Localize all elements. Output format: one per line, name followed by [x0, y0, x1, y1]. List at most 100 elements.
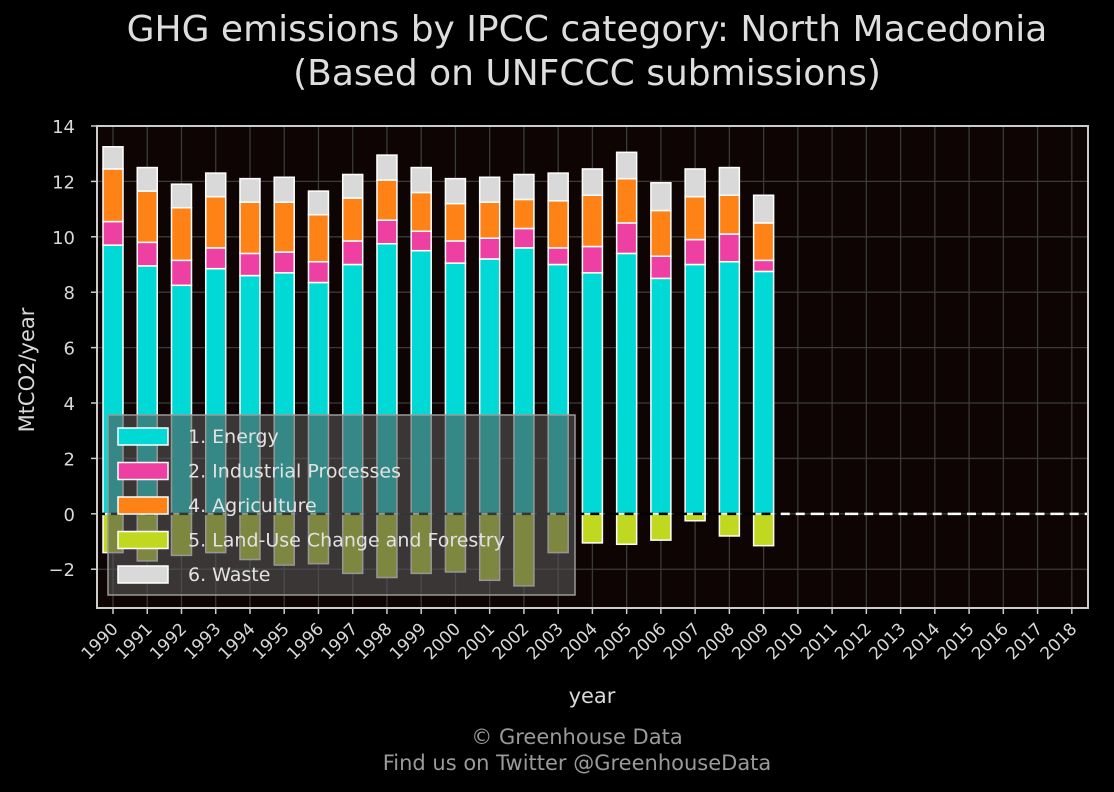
bar-landuse-2008	[718, 513, 741, 537]
legend-swatch	[117, 496, 169, 515]
legend-label: 4. Agriculture	[188, 495, 317, 517]
bar-waste-2000	[444, 177, 467, 205]
bar-waste-2005	[615, 151, 638, 180]
bar-waste-1995	[273, 176, 295, 203]
x-tick-label: 2015	[934, 619, 979, 664]
x-tick-label: 1990	[78, 619, 123, 664]
y-tick-label: 6	[64, 339, 75, 360]
bar-agriculture-1992	[170, 206, 193, 262]
bar-agriculture-2007	[684, 195, 706, 241]
bar-energy-2008	[718, 260, 741, 515]
bar-industrial-1997	[341, 240, 364, 266]
x-tick-label: 2014	[900, 619, 945, 664]
bar-waste-1997	[341, 173, 364, 199]
bar-landuse-2004	[581, 513, 604, 544]
bar-waste-2001	[478, 176, 501, 203]
x-tick-label: 1992	[146, 619, 191, 664]
bar-industrial-2006	[650, 255, 672, 280]
bar-landuse-2009	[752, 513, 775, 547]
legend-label: 5. Land-Use Change and Forestry	[188, 530, 505, 552]
bar-waste-2004	[581, 168, 604, 197]
y-tick-label: 2	[64, 449, 75, 470]
bar-waste-1991	[136, 166, 158, 192]
x-tick-label: 2000	[420, 619, 465, 664]
bar-agriculture-1990	[102, 168, 124, 223]
legend-label: 6. Waste	[188, 564, 270, 586]
bar-industrial-2003	[547, 247, 569, 266]
bar-industrial-2008	[718, 233, 741, 263]
bar-energy-2007	[684, 263, 706, 515]
x-tick-label: 2012	[831, 619, 876, 664]
bar-waste-2002	[513, 173, 535, 201]
bar-agriculture-1999	[410, 191, 432, 233]
x-tick-label: 1991	[112, 619, 157, 664]
bar-agriculture-2004	[581, 194, 604, 248]
x-axis-label: year	[569, 684, 616, 708]
bar-waste-2007	[684, 168, 706, 198]
bar-industrial-2000	[444, 240, 467, 264]
bar-waste-2009	[752, 194, 775, 224]
bar-agriculture-2000	[444, 202, 467, 242]
x-tick-label: 2007	[660, 619, 705, 664]
bar-agriculture-1991	[136, 190, 158, 244]
bar-industrial-1998	[376, 219, 398, 245]
bar-waste-2008	[718, 166, 741, 197]
bar-waste-1990	[102, 146, 124, 170]
y-tick-label: 12	[52, 172, 75, 193]
x-tick-label: 2001	[454, 619, 499, 664]
bar-waste-1999	[410, 166, 432, 194]
bar-industrial-2002	[513, 227, 535, 249]
bar-agriculture-1993	[204, 195, 227, 249]
bar-agriculture-2001	[478, 201, 501, 239]
x-tick-label: 2010	[763, 619, 808, 664]
bar-industrial-2009	[752, 259, 775, 273]
y-tick-label: 8	[64, 283, 75, 304]
x-tick-label: 1995	[249, 619, 294, 664]
bar-waste-2003	[547, 172, 569, 202]
bar-industrial-2007	[684, 238, 706, 266]
x-tick-label: 1998	[352, 619, 397, 664]
footer: © Greenhouse Data Find us on Twitter @Gr…	[0, 724, 1114, 776]
bar-industrial-2004	[581, 245, 604, 274]
x-tick-label: 2005	[591, 619, 636, 664]
y-axis-label: MtCO2/year	[15, 307, 39, 432]
bar-energy-2006	[650, 277, 672, 515]
bar-agriculture-2002	[513, 198, 535, 230]
bar-agriculture-1997	[341, 197, 364, 242]
bar-waste-1998	[376, 154, 398, 181]
bar-energy-2004	[581, 272, 604, 515]
chart-title: GHG emissions by IPCC category: North Ma…	[0, 8, 1114, 96]
x-tick-label: 2004	[557, 619, 602, 664]
bar-industrial-1996	[307, 260, 330, 284]
bar-agriculture-1996	[307, 213, 330, 263]
bar-energy-2009	[752, 270, 775, 515]
bar-industrial-1994	[239, 252, 261, 277]
y-tick-label: 10	[52, 228, 75, 249]
x-tick-label: 1997	[318, 619, 363, 664]
bar-agriculture-2009	[752, 222, 775, 262]
x-tick-label: 1996	[283, 619, 328, 664]
x-tick-label: 2008	[694, 619, 739, 664]
twitter-text: Find us on Twitter @GreenhouseData	[382, 751, 772, 775]
y-tick-label: −2	[48, 560, 75, 581]
x-tick-label: 2003	[523, 619, 568, 664]
bar-industrial-1993	[204, 247, 227, 270]
x-tick-label: 2011	[797, 619, 842, 664]
legend-label: 2. Industrial Processes	[188, 461, 401, 483]
x-tick-label: 2016	[968, 619, 1013, 664]
chart-title-line1: GHG emissions by IPCC category: North Ma…	[126, 9, 1048, 50]
legend-label: 1. Energy	[188, 426, 279, 448]
chart-title-line2: (Based on UNFCCC submissions)	[293, 53, 881, 94]
legend-swatch	[117, 565, 169, 584]
bar-industrial-1999	[410, 230, 432, 252]
legend-swatch	[117, 530, 169, 550]
copyright-text: © Greenhouse Data	[471, 725, 683, 749]
bar-industrial-1990	[102, 220, 124, 246]
bar-waste-2006	[650, 182, 672, 212]
x-tick-label: 1993	[181, 619, 226, 664]
bar-landuse-2006	[650, 513, 672, 541]
bar-agriculture-2008	[718, 194, 741, 235]
x-tick-label: 1999	[386, 619, 431, 664]
x-tick-label: 2013	[865, 619, 910, 664]
